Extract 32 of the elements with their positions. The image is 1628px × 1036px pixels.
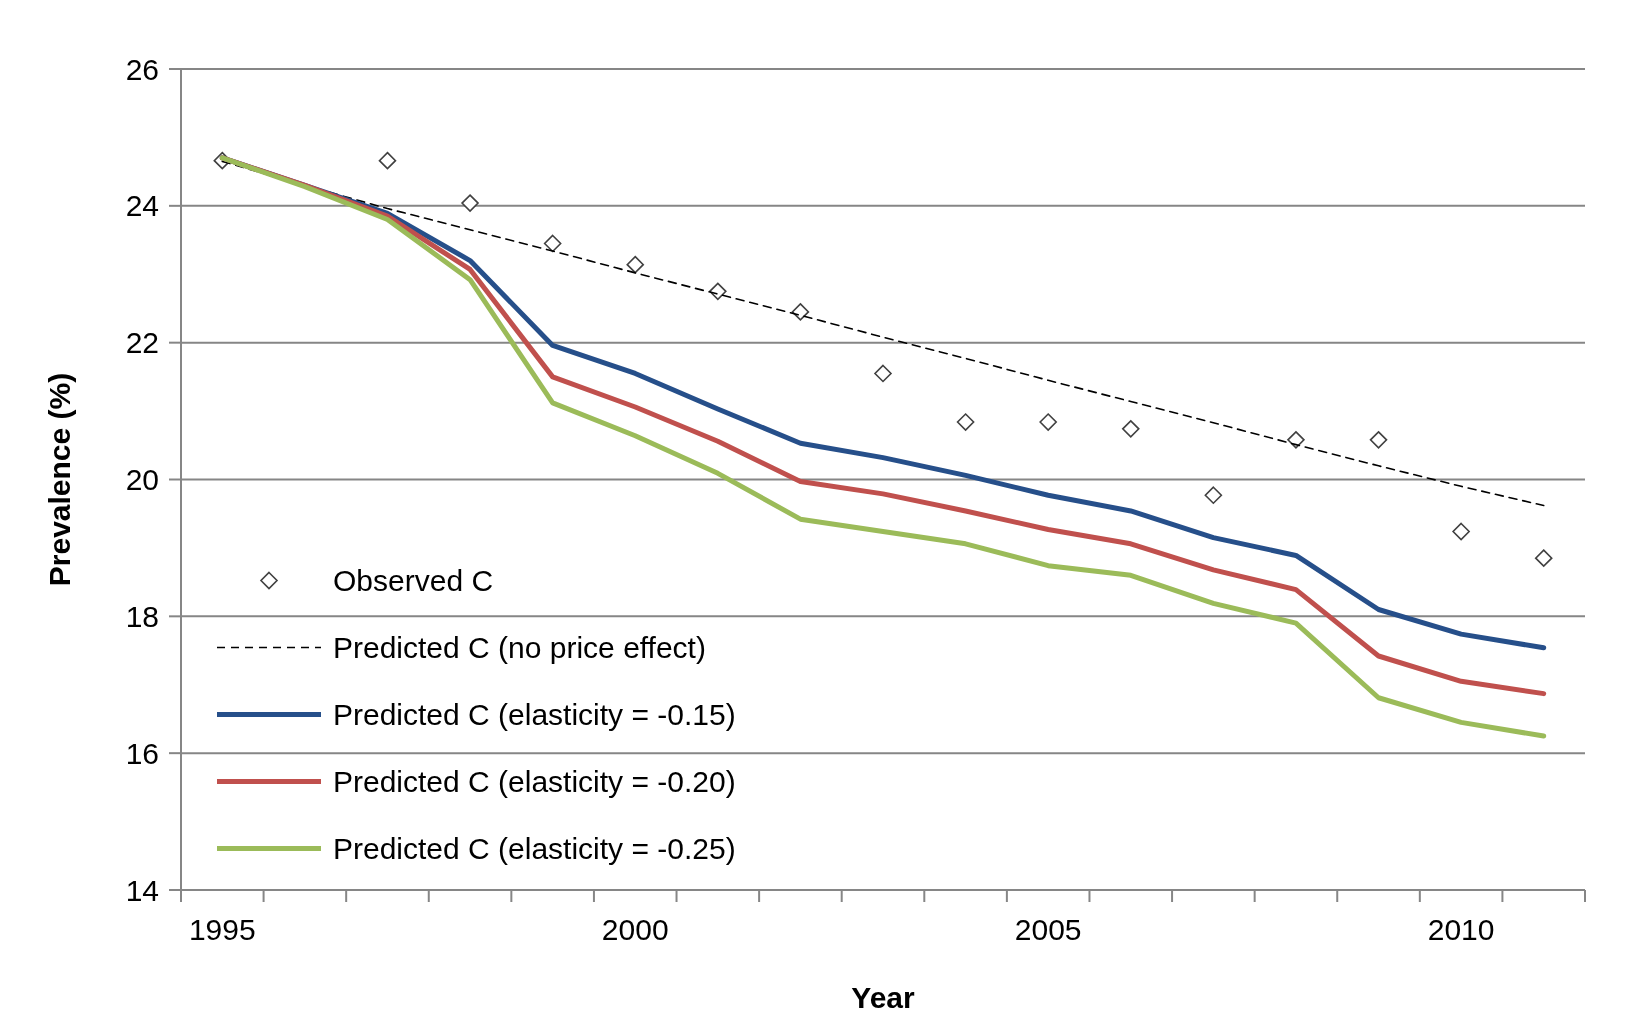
legend-label: Predicted C (elasticity = -0.20) xyxy=(333,765,736,798)
x-axis-title: Year xyxy=(851,981,916,1014)
point xyxy=(1534,549,1553,567)
legend-label: Predicted C (no price effect) xyxy=(333,631,706,664)
point xyxy=(874,364,892,383)
y-axis-title: Prevalence (%) xyxy=(43,372,76,587)
point xyxy=(378,151,397,170)
point xyxy=(791,303,810,321)
point xyxy=(709,282,727,301)
y-tick-label: 24 xyxy=(125,189,159,223)
legend-label: Predicted C (elasticity = -0.25) xyxy=(333,832,736,865)
y-tick-label: 20 xyxy=(125,463,159,496)
point xyxy=(1452,522,1470,541)
y-tick-label: 26 xyxy=(125,52,159,86)
x-tick-label: 2005 xyxy=(1014,913,1082,946)
y-tick-label: 22 xyxy=(125,326,159,360)
x-tick-label: 2010 xyxy=(1427,913,1495,946)
x-tick-label: 1995 xyxy=(188,913,256,946)
point xyxy=(1121,420,1140,438)
y-tick-label: 16 xyxy=(125,736,159,770)
point xyxy=(956,413,975,431)
point xyxy=(1369,431,1388,449)
point xyxy=(543,234,562,253)
point xyxy=(461,194,479,212)
legend-label: Observed C xyxy=(333,564,494,597)
legend-label: Predicted C (elasticity = -0.15) xyxy=(333,698,736,731)
x-tick-label: 2000 xyxy=(601,913,669,946)
point xyxy=(1039,413,1057,431)
point xyxy=(626,255,645,274)
point xyxy=(1204,486,1223,505)
y-tick-label: 18 xyxy=(125,599,159,633)
y-tick-label: 14 xyxy=(125,873,159,907)
